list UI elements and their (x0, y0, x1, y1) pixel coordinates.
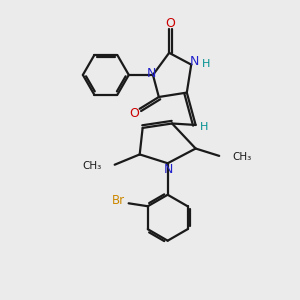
Text: O: O (129, 107, 139, 120)
Text: N: N (190, 55, 199, 68)
Text: O: O (166, 17, 176, 30)
Text: N: N (164, 163, 173, 176)
Text: CH₃: CH₃ (82, 161, 101, 171)
Text: H: H (202, 59, 210, 69)
Text: CH₃: CH₃ (232, 152, 252, 162)
Text: Br: Br (112, 194, 125, 207)
Text: H: H (200, 122, 208, 132)
Text: N: N (147, 67, 156, 80)
